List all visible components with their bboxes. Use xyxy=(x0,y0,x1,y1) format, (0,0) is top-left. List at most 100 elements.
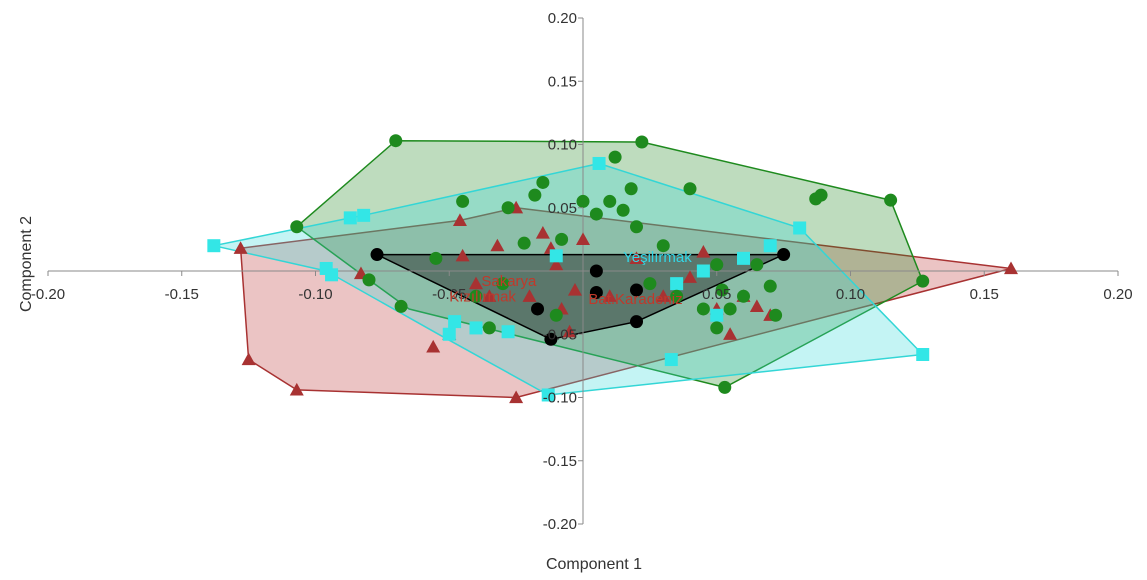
data-point-circle xyxy=(710,258,724,272)
data-point-triangle xyxy=(562,324,577,338)
data-point-triangle xyxy=(522,289,537,302)
data-point-circle xyxy=(429,251,443,265)
data-point-square xyxy=(207,239,221,253)
data-point-triangle xyxy=(749,299,764,313)
data-point-circle xyxy=(814,188,828,202)
x-tick-label: 0.15 xyxy=(970,286,999,303)
y-tick-label: 0.20 xyxy=(548,10,577,27)
x-tick-label: -0.10 xyxy=(298,286,332,303)
x-tick-label: -0.15 xyxy=(165,286,199,303)
x-tick-label: -0.05 xyxy=(432,286,466,303)
data-point-circle xyxy=(630,283,643,297)
data-point-circle xyxy=(630,220,643,234)
data-point-circle xyxy=(643,277,657,291)
data-point-circle xyxy=(723,302,737,316)
group-label: Bat.Karadeniz xyxy=(588,291,682,308)
data-point-triangle xyxy=(549,257,564,271)
data-point-triangle xyxy=(629,251,644,264)
x-tick-label: 0.20 xyxy=(1103,286,1132,303)
data-point-circle xyxy=(389,134,403,148)
group-label: Kızılırmak xyxy=(449,288,516,305)
data-point-triangle xyxy=(723,327,738,340)
tick-layer: -0.20 -0.15 -0.10 -0.05 0.05 0.10 0.15 0.20 0.20… xyxy=(31,10,1133,533)
data-point-circle xyxy=(456,194,470,208)
data-point-square xyxy=(343,211,357,225)
data-point-triangle xyxy=(452,213,467,226)
data-point-circle xyxy=(884,193,898,207)
data-point-square xyxy=(592,156,606,170)
axes xyxy=(48,18,1118,524)
x-axis-title: Component 1 xyxy=(546,556,642,573)
data-point-circle xyxy=(544,332,558,346)
data-point-triangle xyxy=(509,390,524,404)
data-point-circle xyxy=(750,258,764,272)
data-point-circle xyxy=(370,248,384,262)
data-point-triangle xyxy=(696,245,711,258)
data-point-circle xyxy=(501,201,515,215)
data-point-circle xyxy=(624,182,638,196)
data-point-circle xyxy=(394,299,408,313)
data-point-triangle xyxy=(289,382,304,396)
data-point-square xyxy=(763,239,777,253)
data-point-triangle xyxy=(490,238,505,252)
data-point-triangle xyxy=(241,352,256,366)
y-tick-label: 0.10 xyxy=(548,137,577,154)
data-point-circle xyxy=(482,321,496,335)
data-point-circle xyxy=(630,315,643,329)
data-point-circle xyxy=(576,194,590,208)
data-point-square xyxy=(549,249,563,263)
data-point-circle xyxy=(469,289,483,303)
data-point-circle xyxy=(670,289,684,303)
data-point-square xyxy=(793,221,807,235)
x-tick-label: 0.10 xyxy=(836,286,865,303)
y-axis-title: Component 2 xyxy=(18,216,35,312)
data-point-square xyxy=(325,268,339,282)
data-point-square xyxy=(448,315,462,329)
data-point-circle xyxy=(603,194,617,208)
data-point-circle xyxy=(555,232,569,246)
data-point-circle xyxy=(683,182,697,196)
data-point-circle xyxy=(769,308,783,322)
data-point-circle xyxy=(616,203,630,217)
data-point-circle xyxy=(290,220,304,234)
y-tick-label: -0.20 xyxy=(543,516,577,533)
data-point-triangle xyxy=(482,289,497,302)
data-point-square xyxy=(670,277,684,291)
data-point-triangle xyxy=(656,289,671,302)
data-point-circle xyxy=(763,279,777,293)
data-point-circle xyxy=(589,207,603,221)
data-point-circle xyxy=(737,289,750,303)
y-tick-label: 0.05 xyxy=(548,200,577,217)
group-label: Sakarya xyxy=(481,273,537,290)
x-tick-label: 0.05 xyxy=(702,286,731,303)
data-point-square xyxy=(696,264,710,278)
data-point-triangle xyxy=(1004,261,1018,275)
y-tick-label: -0.15 xyxy=(543,453,577,470)
data-point-circle xyxy=(531,302,545,316)
data-point-circle xyxy=(777,248,791,262)
data-point-square xyxy=(501,325,515,339)
data-point-square xyxy=(664,353,678,367)
y-tick-label: -0.05 xyxy=(543,326,577,343)
data-point-triangle xyxy=(535,226,550,239)
data-point-circle xyxy=(696,302,710,316)
x-tick-label: -0.20 xyxy=(31,286,65,303)
data-point-circle xyxy=(549,308,563,322)
y-tick-label: -0.10 xyxy=(543,390,577,407)
data-point-triangle xyxy=(455,248,470,262)
data-point-circle xyxy=(715,283,729,297)
data-point-square xyxy=(737,251,750,265)
data-point-circle xyxy=(517,236,531,250)
data-point-circle xyxy=(718,380,732,394)
data-point-triangle xyxy=(426,339,441,353)
data-point-square xyxy=(710,308,724,322)
data-point-circle xyxy=(589,286,603,300)
data-point-circle xyxy=(589,264,603,278)
data-point-square xyxy=(469,321,483,335)
data-point-square xyxy=(357,208,371,222)
data-point-triangle xyxy=(602,289,617,302)
data-point-circle xyxy=(608,150,622,164)
data-point-triangle xyxy=(469,276,483,290)
